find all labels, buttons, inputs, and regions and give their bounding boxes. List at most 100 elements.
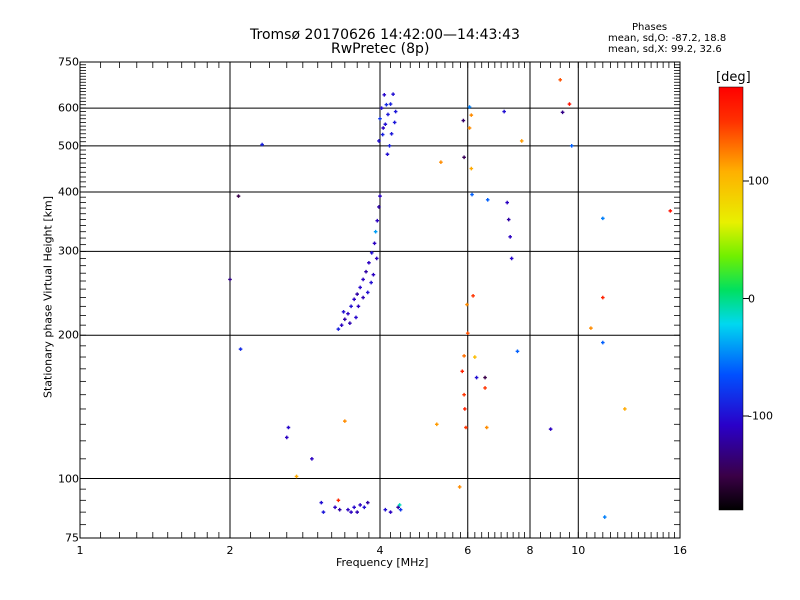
data-point: [377, 205, 381, 209]
data-point: [383, 507, 388, 512]
axis-ticks: [79, 61, 680, 538]
data-point: [375, 218, 380, 223]
data-point: [365, 500, 370, 505]
data-point: [337, 507, 342, 512]
data-point: [469, 166, 474, 171]
data-point: [333, 505, 337, 510]
colorbar-ticks: [743, 180, 749, 417]
colorbar-tick-label: 0: [748, 292, 755, 305]
y-tick-label: 100: [58, 472, 79, 486]
data-point: [339, 323, 344, 327]
colorbar-tick-label: -100: [748, 409, 773, 423]
data-point: [260, 142, 264, 147]
phases-o-stats: mean, sd,O: -87.2, 18.8: [608, 33, 727, 44]
data-point: [461, 118, 466, 123]
data-point: [346, 507, 350, 512]
data-point: [601, 295, 605, 300]
data-point: [393, 109, 398, 114]
x-tick-label: 8: [526, 544, 534, 557]
data-point: [365, 290, 370, 295]
phases-heading: Phases: [632, 22, 668, 33]
data-point: [385, 152, 390, 157]
data-point: [471, 294, 475, 298]
data-point: [483, 375, 487, 380]
y-tick-label: 750: [58, 55, 79, 69]
data-point: [589, 326, 593, 330]
data-point: [439, 160, 443, 164]
data-point: [519, 139, 524, 143]
data-point: [569, 144, 574, 148]
x-tick-label: 6: [464, 544, 472, 557]
data-point: [356, 304, 361, 309]
y-tick-label: 300: [58, 244, 79, 258]
data-point: [380, 132, 385, 137]
data-point: [483, 386, 487, 390]
data-point: [601, 340, 605, 345]
data-point: [387, 144, 392, 148]
data-point: [349, 510, 353, 514]
data-point: [470, 192, 474, 197]
x-tick-label: 16: [673, 544, 687, 557]
y-tick-label: 600: [58, 101, 79, 115]
data-point: [397, 503, 402, 507]
data-point: [384, 102, 389, 107]
x-tick-label: 1: [76, 544, 84, 557]
data-point: [464, 425, 468, 430]
data-point: [362, 505, 367, 510]
data-point: [361, 295, 365, 300]
data-point: [377, 139, 381, 143]
data-point: [379, 106, 384, 110]
chart-title: Tromsø 20170626 14:42:00—14:43:43: [250, 27, 520, 43]
data-point: [383, 122, 388, 127]
x-axis-label: Frequency [MHz]: [336, 556, 429, 569]
data-point: [348, 321, 352, 325]
data-point: [378, 116, 382, 121]
data-point: [378, 194, 382, 198]
data-point: [515, 349, 520, 354]
data-point: [228, 277, 232, 282]
data-point: [457, 485, 462, 489]
data-point: [372, 241, 377, 246]
y-tick-label: 200: [58, 328, 79, 342]
data-point: [358, 503, 362, 507]
data-point: [502, 109, 506, 114]
data-point: [343, 317, 347, 322]
data-point: [374, 256, 379, 261]
data-point: [434, 422, 439, 427]
chart-subtitle: RwPretec (8p): [331, 41, 430, 57]
data-point: [508, 234, 512, 239]
data-point: [601, 216, 605, 221]
data-point: [361, 277, 365, 282]
data-point: [341, 310, 346, 314]
data-point: [343, 419, 347, 423]
data-point: [462, 354, 466, 358]
data-point: [509, 256, 514, 261]
data-point: [505, 200, 509, 205]
data-point: [391, 92, 395, 96]
colorbar: [718, 86, 744, 511]
data-point: [465, 302, 469, 307]
y-tick-label: 75: [65, 531, 79, 545]
y-axis-label: Stationary phase Virtual Height [km]: [41, 195, 55, 399]
y-tick-label: 400: [58, 185, 79, 199]
data-point: [321, 510, 326, 514]
data-point: [346, 311, 350, 316]
data-point: [398, 507, 403, 512]
data-point: [367, 260, 371, 265]
data-point: [369, 280, 373, 285]
data-point: [386, 112, 390, 117]
data-point: [567, 102, 572, 106]
data-point: [373, 229, 378, 234]
y-tick-label: 500: [58, 139, 79, 153]
data-point: [560, 110, 565, 115]
data-point: [463, 407, 467, 411]
data-point: [319, 500, 324, 505]
data-point: [284, 435, 289, 440]
data-point: [392, 120, 397, 125]
data-point: [355, 510, 359, 514]
x-tick-label: 2: [226, 544, 234, 557]
data-point: [668, 209, 673, 213]
data-point: [462, 392, 466, 397]
data-point: [355, 292, 359, 296]
